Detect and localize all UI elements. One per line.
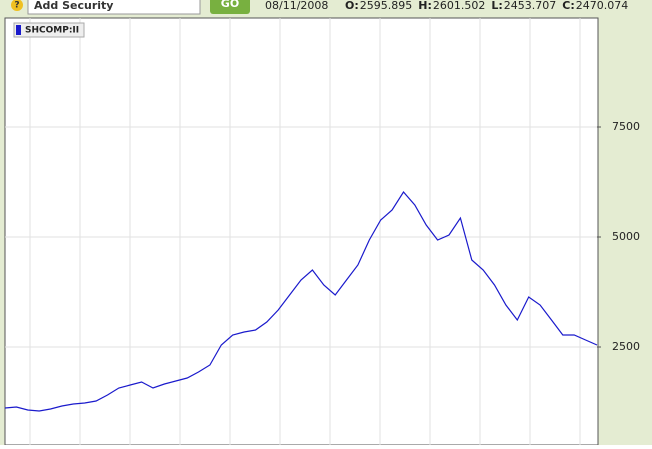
y-tick-label: 7500 [612,120,640,133]
legend-swatch [16,25,21,35]
legend-label: SHCOMP:II [25,26,79,36]
quote-value: 2601.502 [433,0,486,12]
help-icon[interactable] [11,0,23,11]
y-tick-label: 5000 [612,230,640,243]
quote-label: L: [491,0,502,12]
legend [13,22,85,38]
search-placeholder: Add Security [34,0,113,12]
quote-value: 2453.707 [504,0,557,12]
quote-value: 2470.074 [576,0,629,12]
plot-area [4,17,599,446]
date: 08/11/2008 [265,0,328,12]
quote-label: H: [418,0,432,12]
go-label: GO [221,0,239,10]
go-button[interactable] [210,0,250,14]
search-input[interactable] [27,0,201,15]
quote-value: 2595.895 [360,0,413,12]
help-text: ? [14,1,19,11]
quote-label: C: [562,0,574,12]
vertical-grid [29,18,581,445]
quote-label: O: [345,0,359,12]
y-tick-label: 2500 [612,340,640,353]
quote: O: 2595.895 H: 2601.502 L: 2453.707 C: 2470.074 [345,0,628,12]
series-line [4,190,598,412]
